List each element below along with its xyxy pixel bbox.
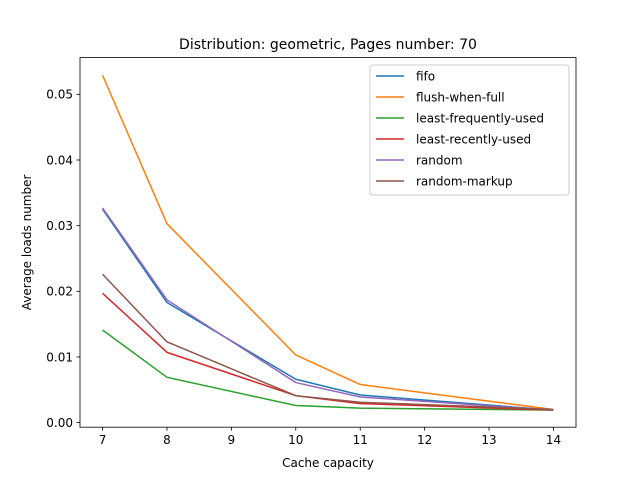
x-tick-label: 9	[228, 433, 236, 447]
y-tick-label: 0.00	[46, 416, 73, 430]
x-tick-label: 14	[546, 433, 561, 447]
chart-title: Distribution: geometric, Pages number: 7…	[179, 37, 477, 53]
y-tick-label: 0.03	[46, 219, 73, 233]
y-tick-label: 0.01	[46, 350, 73, 364]
x-axis-ticks: 7 8 9 10 11 12 13 14	[99, 427, 561, 447]
legend-label-fifo: fifo	[416, 69, 435, 83]
legend: fifo flush-when-full least-frequently-used…	[369, 64, 570, 196]
legend-label-random: random	[416, 153, 463, 167]
series-line-random	[101, 207, 554, 411]
y-tick-label: 0.05	[46, 88, 73, 102]
legend-box	[369, 64, 570, 196]
legend-label-least-frequently-used: least-frequently-used	[416, 111, 544, 125]
series-layer	[101, 75, 554, 411]
y-axis-ticks: 0.00 0.01 0.02 0.03 0.04 0.05	[46, 88, 80, 430]
legend-label-random-markup: random-markup	[416, 174, 513, 188]
series-line-least-frequently-used	[102, 329, 554, 411]
plot-frame	[79, 57, 577, 428]
x-tick-label: 13	[481, 433, 496, 447]
y-tick-label: 0.02	[46, 285, 73, 299]
series-line-random-markup	[102, 273, 554, 411]
legend-label-flush-when-full: flush-when-full	[416, 90, 505, 104]
legend-label-least-recently-used: least-recently-used	[416, 132, 531, 146]
series-line-flush-when-full	[101, 75, 554, 411]
y-axis-label: Average loads number	[20, 175, 34, 311]
x-axis-label: Cache capacity	[282, 456, 374, 470]
y-tick-label: 0.04	[46, 153, 73, 167]
x-tick-label: 8	[163, 433, 171, 447]
x-tick-label: 7	[99, 433, 107, 447]
x-tick-label: 12	[417, 433, 432, 447]
x-tick-label: 11	[353, 433, 368, 447]
x-tick-label: 10	[288, 433, 303, 447]
series-line-fifo	[101, 208, 554, 411]
